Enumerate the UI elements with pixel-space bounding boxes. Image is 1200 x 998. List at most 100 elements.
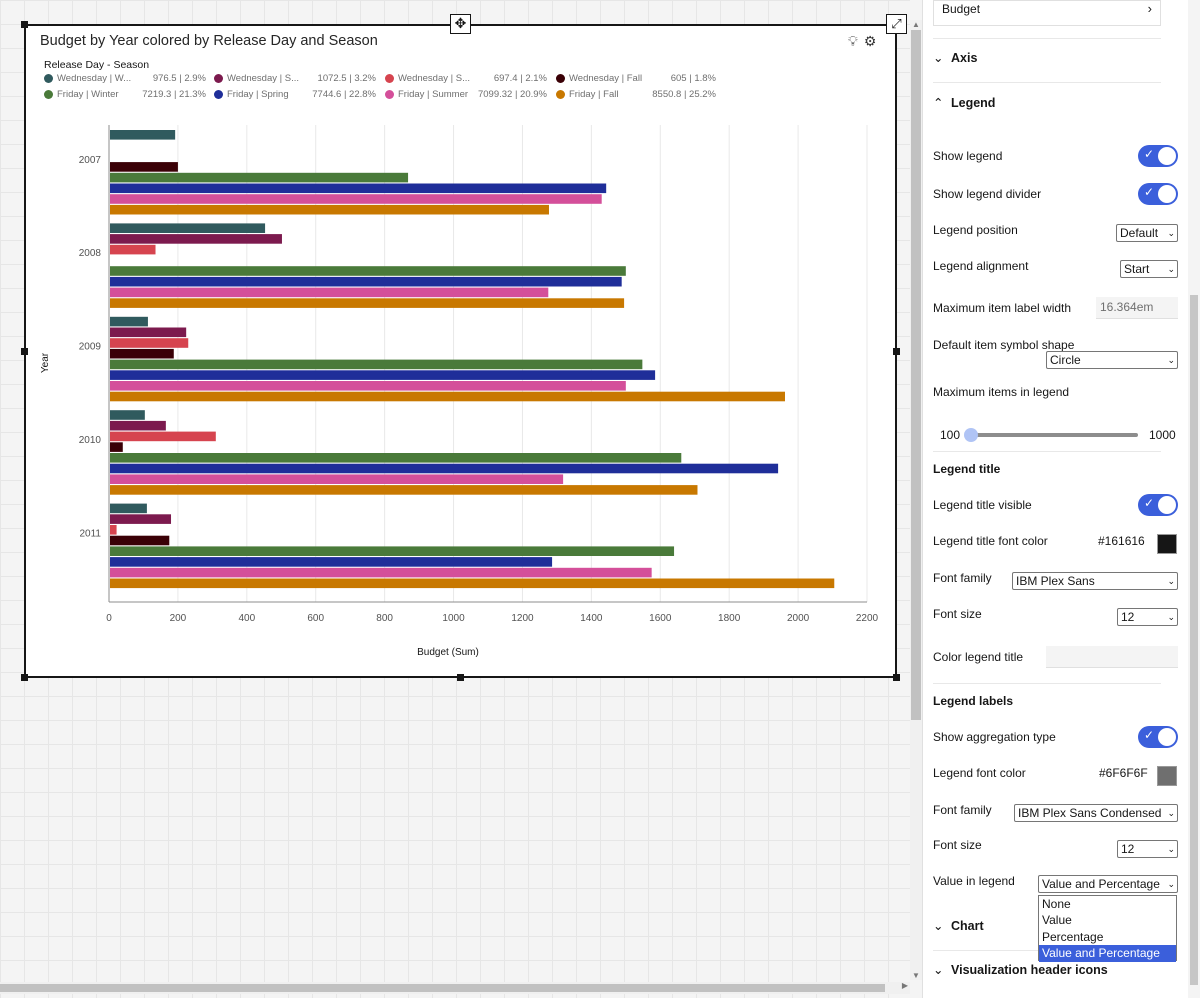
default-symbol-shape-select[interactable]: Circle ⌄ bbox=[1046, 351, 1178, 369]
max-items-slider-handle[interactable] bbox=[964, 428, 978, 442]
legend-label: Wednesday | W... bbox=[57, 73, 132, 84]
x-tick-label: 2200 bbox=[856, 613, 879, 624]
scroll-up-icon[interactable]: ▲ bbox=[912, 20, 920, 29]
title-font-family-select[interactable]: IBM Plex Sans ⌄ bbox=[1012, 572, 1178, 590]
max-items-slider-track[interactable] bbox=[970, 433, 1138, 437]
chevron-down-icon: ⌄ bbox=[933, 51, 944, 65]
max-item-label-width-label: Maximum item label width bbox=[933, 301, 1072, 315]
title-font-size-select[interactable]: 12 ⌄ bbox=[1117, 608, 1178, 626]
section-axis[interactable]: ⌄ Axis bbox=[933, 51, 978, 65]
resize-handle[interactable] bbox=[21, 21, 28, 28]
bar bbox=[110, 442, 123, 452]
legend-item[interactable]: Friday | Fall 8550.8 | 25.2% bbox=[556, 89, 716, 101]
lightbulb-icon[interactable]: 💡︎ bbox=[848, 33, 858, 49]
legend-font-color-swatch[interactable] bbox=[1157, 766, 1177, 786]
y-tick-label: 2007 bbox=[79, 155, 102, 166]
resize-handle[interactable] bbox=[893, 348, 900, 355]
scroll-thumb[interactable] bbox=[0, 984, 885, 992]
legend-symbol bbox=[44, 90, 53, 99]
color-legend-title-input[interactable] bbox=[1046, 646, 1178, 668]
bar bbox=[110, 316, 148, 327]
scroll-down-icon[interactable]: ▼ bbox=[912, 971, 920, 980]
legend-symbol bbox=[214, 90, 223, 99]
bar bbox=[110, 410, 145, 420]
x-tick-label: 600 bbox=[307, 613, 324, 624]
resize-handle[interactable] bbox=[457, 674, 464, 681]
panel-scrollbar[interactable] bbox=[1188, 0, 1200, 998]
chevron-up-icon: ⌃ bbox=[933, 96, 944, 110]
legend-symbol bbox=[556, 74, 565, 83]
option-value[interactable]: Value bbox=[1042, 913, 1072, 928]
canvas-horizontal-scrollbar[interactable]: ▶ bbox=[0, 981, 910, 994]
bar bbox=[110, 557, 553, 567]
x-tick-label: 1600 bbox=[649, 613, 672, 624]
legend-item[interactable]: Friday | Summer 7099.32 | 20.9% bbox=[385, 89, 547, 101]
scroll-thumb[interactable] bbox=[911, 30, 921, 720]
legend-font-color-value: #6F6F6F bbox=[1099, 766, 1148, 780]
bar bbox=[110, 567, 652, 578]
x-tick-label: 1400 bbox=[580, 613, 603, 624]
option-percentage[interactable]: Percentage bbox=[1042, 929, 1104, 944]
budget-label: Budget bbox=[942, 2, 981, 16]
legend-item[interactable]: Wednesday | S... 1072.5 | 3.2% bbox=[214, 73, 376, 85]
y-tick-label: 2008 bbox=[79, 248, 102, 259]
labels-font-size-select[interactable]: 12 ⌄ bbox=[1117, 840, 1178, 858]
value-in-legend-options: None Value Percentage Value and Percenta… bbox=[1038, 895, 1177, 962]
section-legend[interactable]: ⌃ Legend bbox=[933, 96, 996, 110]
resize-handle[interactable] bbox=[21, 674, 28, 681]
bar bbox=[110, 474, 564, 484]
bar bbox=[110, 485, 698, 495]
chevron-down-icon: ⌄ bbox=[933, 919, 944, 933]
budget-field[interactable]: Budget › bbox=[933, 0, 1161, 26]
x-tick-label: 200 bbox=[170, 613, 187, 624]
option-none[interactable]: None bbox=[1042, 897, 1071, 911]
legend-alignment-select[interactable]: Start ⌄ bbox=[1120, 260, 1178, 278]
show-legend-divider-toggle[interactable]: ✓ bbox=[1138, 183, 1178, 205]
canvas-vertical-scrollbar[interactable]: ▲ ▼ bbox=[910, 20, 922, 980]
show-legend-toggle[interactable]: ✓ bbox=[1138, 145, 1178, 167]
max-item-label-width-input[interactable]: 16.364em bbox=[1096, 297, 1178, 319]
option-value-and-percentage[interactable]: Value and Percentage bbox=[1039, 945, 1176, 962]
legend-title-color-swatch[interactable] bbox=[1157, 534, 1177, 554]
slider-min-label: 100 bbox=[940, 428, 961, 442]
x-axis-title: Budget (Sum) bbox=[417, 647, 479, 658]
y-tick-label: 2010 bbox=[79, 435, 102, 446]
section-chart[interactable]: ⌄ Chart bbox=[933, 919, 984, 933]
bar bbox=[110, 298, 625, 308]
resize-handle[interactable] bbox=[893, 674, 900, 681]
scroll-right-icon[interactable]: ▶ bbox=[901, 981, 908, 990]
labels-font-family-label: Font family bbox=[933, 803, 992, 817]
section-visualization-header-icons[interactable]: ⌄ Visualization header icons bbox=[933, 963, 1108, 977]
legend-label: Friday | Summer bbox=[398, 89, 469, 100]
legend-item[interactable]: Friday | Spring 7744.6 | 22.8% bbox=[214, 89, 376, 101]
x-tick-label: 2000 bbox=[787, 613, 810, 624]
scroll-thumb[interactable] bbox=[1190, 295, 1198, 985]
chevron-down-icon: ⌄ bbox=[933, 963, 944, 977]
legend-item[interactable]: Friday | Winter 7219.3 | 21.3% bbox=[44, 89, 206, 101]
value-in-legend-select[interactable]: Value and Percentage ⌄ bbox=[1038, 875, 1178, 893]
legend-value: 7219.3 | 21.3% bbox=[142, 89, 206, 100]
bar bbox=[110, 453, 682, 463]
bar bbox=[110, 234, 282, 244]
move-icon[interactable]: ✥ bbox=[450, 14, 471, 34]
x-tick-label: 400 bbox=[238, 613, 255, 624]
slider-max-label: 1000 bbox=[1149, 428, 1176, 442]
legend-title-font-color-label: Legend title font color bbox=[933, 534, 1048, 548]
resize-handle[interactable] bbox=[21, 348, 28, 355]
legend-title-visible-toggle[interactable]: ✓ bbox=[1138, 494, 1178, 516]
legend-item[interactable]: Wednesday | Fall 605 | 1.8% bbox=[556, 73, 716, 85]
legend-label: Wednesday | Fall bbox=[569, 73, 643, 84]
legend-title-header: Legend title bbox=[933, 462, 1001, 476]
show-aggregation-type-toggle[interactable]: ✓ bbox=[1138, 726, 1178, 748]
legend-position-select[interactable]: Default ⌄ bbox=[1116, 224, 1178, 242]
legend-item[interactable]: Wednesday | W... 976.5 | 2.9% bbox=[44, 73, 206, 85]
expand-icon[interactable]: ⤢ bbox=[886, 14, 907, 34]
bar bbox=[110, 514, 172, 524]
legend-item[interactable]: Wednesday | S... 697.4 | 2.1% bbox=[385, 73, 547, 85]
legend-symbol bbox=[385, 90, 394, 99]
settings-icon[interactable]: ⚙ bbox=[863, 33, 877, 49]
bar bbox=[110, 194, 602, 204]
bar bbox=[110, 183, 607, 194]
labels-font-family-select[interactable]: IBM Plex Sans Condensed ⌄ bbox=[1014, 804, 1178, 822]
bar bbox=[110, 503, 147, 514]
